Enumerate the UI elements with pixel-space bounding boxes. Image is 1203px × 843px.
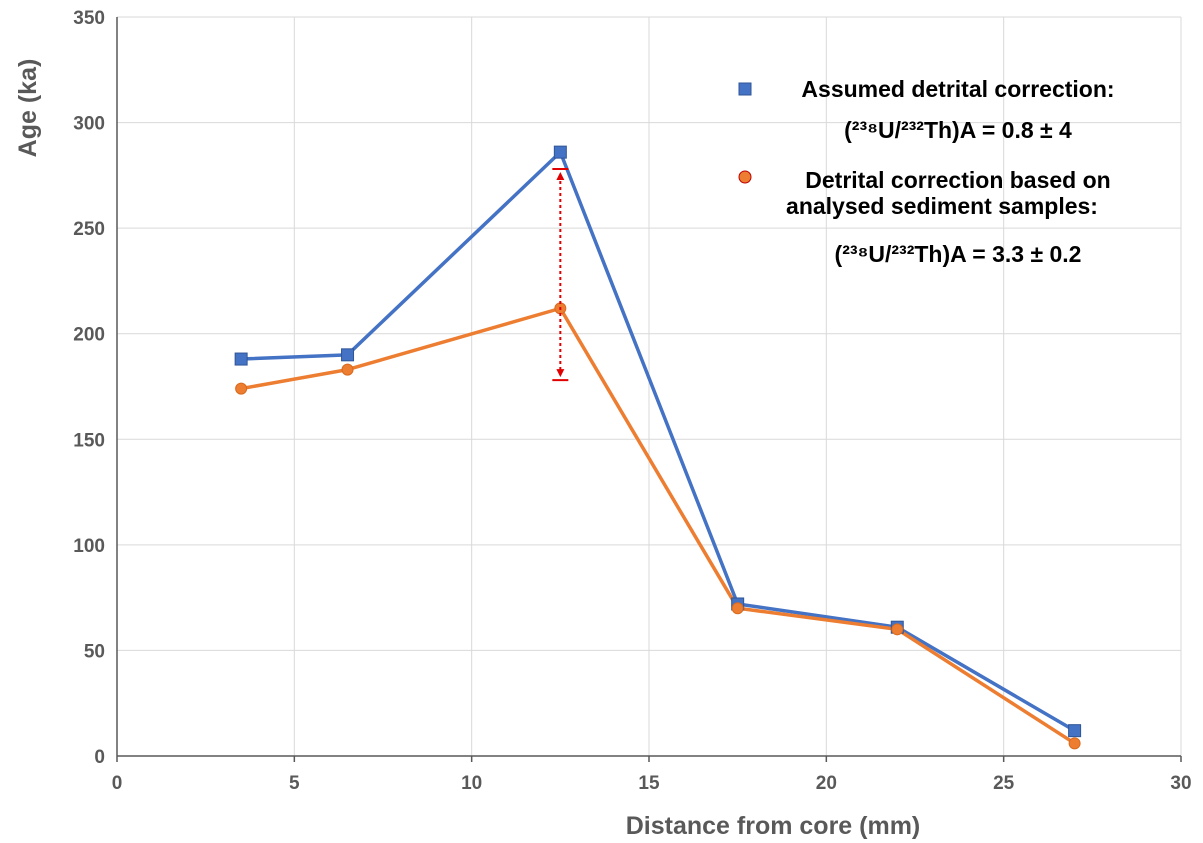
series-point-1 — [234, 352, 248, 366]
y-tick-label: 0 — [94, 747, 105, 768]
y-tick-label: 100 — [73, 536, 105, 557]
series-line-2 — [240, 306, 1076, 745]
axes — [116, 17, 1182, 762]
legend-series2-line1: Detrital correction based on — [805, 167, 1110, 193]
legend: Assumed detrital correction: (²³⁸U/²³²Th… — [738, 76, 1115, 267]
series-group — [234, 145, 1082, 750]
x-tick-label: 5 — [289, 773, 300, 794]
x-tick-label: 30 — [1170, 773, 1191, 794]
x-tick-label: 15 — [638, 773, 660, 794]
series-point-2 — [235, 382, 248, 395]
arrowhead-down — [556, 369, 565, 378]
series-point-1 — [341, 348, 355, 362]
y-tick-label: 300 — [73, 114, 105, 135]
series-point-2 — [891, 623, 904, 636]
y-tick-label: 350 — [73, 8, 105, 29]
x-tick-label: 10 — [461, 773, 482, 794]
legend-series1-line2: (²³⁸U/²³²Th)A = 0.8 ± 4 — [844, 117, 1072, 143]
difference-arrow — [552, 168, 569, 382]
x-axis-title: Distance from core (mm) — [626, 812, 921, 840]
y-axis-title: Age (ka) — [14, 59, 42, 158]
x-tick-label: 20 — [816, 773, 837, 794]
legend-series2-line3: (²³⁸U/²³²Th)A = 3.3 ± 0.2 — [835, 241, 1082, 267]
x-tick-label: 25 — [993, 773, 1015, 794]
legend-series1-line1: Assumed detrital correction: — [801, 76, 1114, 102]
series-point-2 — [731, 602, 744, 615]
y-tick-label: 50 — [84, 641, 105, 662]
y-tick-label: 150 — [73, 430, 105, 451]
series-line-1 — [241, 150, 1076, 733]
series-point-1 — [553, 145, 567, 159]
legend-series2-line2: analysed sediment samples: — [786, 193, 1098, 219]
y-tick-label: 200 — [73, 325, 105, 346]
legend-marker-circle — [738, 170, 752, 184]
y-tick-label: 250 — [73, 219, 105, 240]
x-tick-labels: 0 5 10 15 20 25 30 — [112, 773, 1192, 794]
grid-lines — [117, 16, 1182, 756]
y-tick-labels: 0 50 100 150 200 250 300 350 — [73, 8, 105, 768]
arrowhead-up — [556, 172, 565, 181]
x-tick-label: 0 — [112, 773, 123, 794]
series-point-2 — [1068, 737, 1081, 750]
legend-marker-square — [738, 82, 752, 96]
series-point-2 — [341, 363, 354, 376]
series-point-1 — [1068, 724, 1082, 738]
